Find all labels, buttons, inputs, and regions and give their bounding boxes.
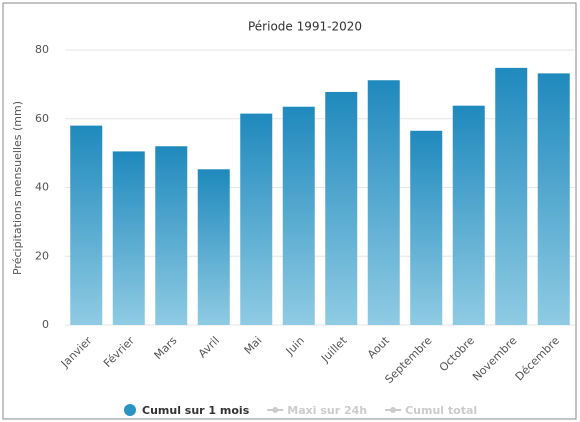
bar bbox=[282, 106, 315, 325]
legend-label[interactable]: Cumul sur 1 mois bbox=[142, 404, 250, 417]
bar bbox=[367, 80, 400, 325]
legend-label[interactable]: Maxi sur 24h bbox=[287, 404, 367, 417]
bar bbox=[112, 151, 145, 325]
legend-marker[interactable] bbox=[124, 404, 136, 416]
bar bbox=[495, 67, 528, 325]
y-tick-label: 40 bbox=[35, 181, 49, 194]
chart-title: Période 1991-2020 bbox=[248, 20, 362, 34]
y-tick-label: 0 bbox=[42, 318, 49, 331]
bar bbox=[197, 169, 230, 325]
bar bbox=[410, 130, 443, 325]
legend-marker[interactable] bbox=[390, 407, 397, 413]
bar bbox=[240, 113, 273, 325]
bar bbox=[537, 73, 570, 325]
legend-marker[interactable] bbox=[272, 407, 279, 413]
bar bbox=[70, 125, 103, 325]
bar bbox=[155, 146, 188, 325]
y-tick-label: 60 bbox=[35, 112, 49, 125]
y-tick-label: 20 bbox=[35, 249, 49, 262]
y-tick-label: 80 bbox=[35, 43, 49, 56]
bar bbox=[325, 91, 358, 325]
legend-label[interactable]: Cumul total bbox=[405, 404, 477, 417]
y-axis-label: Précipitations mensuelles (mm) bbox=[11, 101, 24, 275]
bar bbox=[452, 105, 485, 325]
